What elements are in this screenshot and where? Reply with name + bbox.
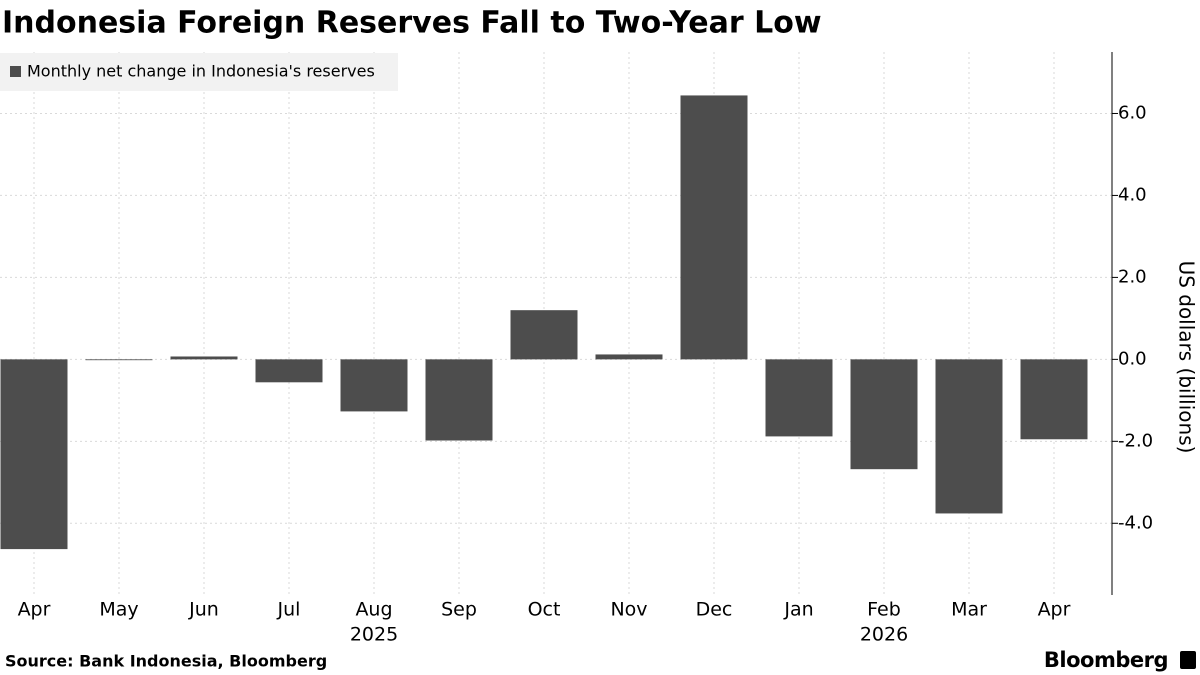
x-tick-label: Apr <box>18 599 51 621</box>
bar <box>170 356 238 360</box>
y-tick-label: 4.0 <box>1118 184 1147 205</box>
y-axis-title: US dollars (billions) <box>1175 261 1199 454</box>
x-tick-label: Mar <box>951 599 987 621</box>
y-tick-label: 2.0 <box>1118 266 1147 287</box>
x-tick-label: Jul <box>277 599 301 621</box>
y-tick-label: -4.0 <box>1118 512 1153 533</box>
x-tick-label: Nov <box>610 599 647 621</box>
x-tick-label: Apr <box>1038 599 1071 621</box>
legend-box <box>0 53 398 91</box>
bar <box>255 359 323 383</box>
x-tick-label: Aug <box>355 599 392 621</box>
x-tick-label: Sep <box>441 599 477 621</box>
x-year-label: 2025 <box>350 624 398 646</box>
bar <box>595 354 663 360</box>
x-year-label: 2026 <box>860 624 908 646</box>
y-tick-label: 0.0 <box>1118 348 1147 369</box>
bar <box>0 359 68 550</box>
bar <box>85 359 153 361</box>
bar <box>765 359 833 437</box>
x-tick-label: Dec <box>696 599 733 621</box>
source: Source: Bank Indonesia, Bloomberg <box>5 652 327 671</box>
brand-icon <box>1180 651 1196 669</box>
legend-label: Monthly net change in Indonesia's reserv… <box>27 62 375 81</box>
bar <box>680 95 748 360</box>
x-tick-label: Oct <box>528 599 561 621</box>
x-tick-label: Jun <box>188 599 219 621</box>
bar <box>510 310 578 360</box>
bar <box>340 359 408 412</box>
bar <box>850 359 918 470</box>
chart-title: Indonesia Foreign Reserves Fall to Two-Y… <box>2 6 822 41</box>
brand: Bloomberg <box>1044 648 1168 672</box>
y-tick-label: -2.0 <box>1118 430 1153 451</box>
bar <box>1020 359 1088 440</box>
x-tick-label: Feb <box>867 599 901 621</box>
bar <box>425 359 493 441</box>
y-tick-label: 6.0 <box>1118 102 1147 123</box>
x-tick-label: Jan <box>783 599 813 621</box>
bar <box>935 359 1003 514</box>
legend-swatch <box>10 66 21 77</box>
x-tick-label: May <box>99 599 138 621</box>
